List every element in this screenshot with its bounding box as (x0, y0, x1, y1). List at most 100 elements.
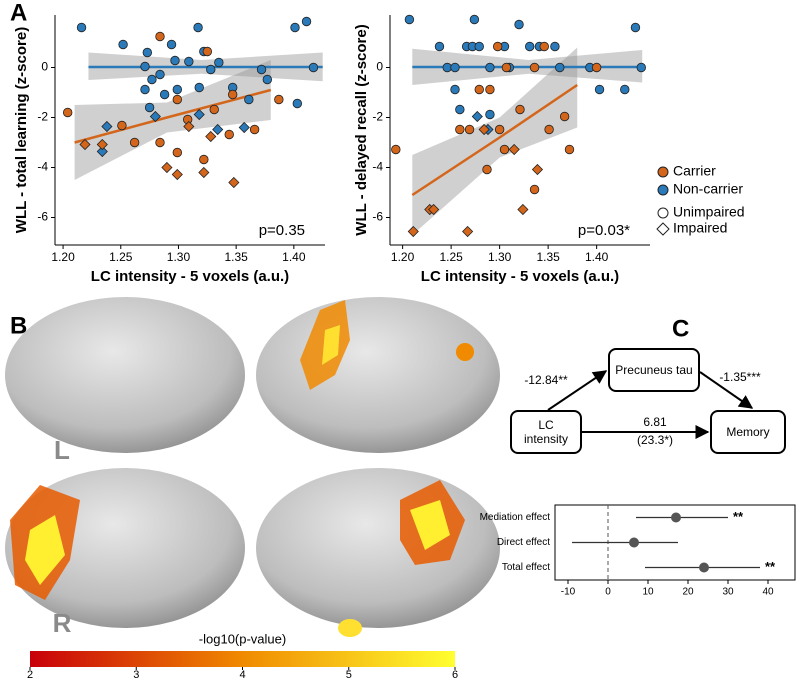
point (514, 19, 524, 30)
estimate-point (699, 562, 709, 573)
activation-blob (338, 619, 362, 637)
activation-blob (322, 325, 340, 365)
y-tick-label: -6 (37, 210, 48, 224)
x-tick-label: 40 (762, 587, 774, 598)
point (492, 41, 503, 52)
point (206, 64, 216, 75)
point (171, 168, 183, 181)
point (76, 22, 87, 33)
point (474, 84, 484, 95)
point (172, 84, 183, 95)
point (591, 62, 602, 73)
point (499, 144, 510, 155)
point (464, 124, 475, 135)
x-tick-label: 1.20 (51, 250, 75, 264)
point (155, 69, 165, 80)
point (494, 124, 505, 135)
point (205, 130, 217, 143)
point (290, 22, 300, 33)
point (482, 164, 492, 175)
point (485, 84, 495, 95)
point (193, 22, 203, 33)
x-tick-label: 1.40 (282, 250, 306, 264)
point (172, 147, 183, 158)
point (96, 145, 108, 158)
node: Precuneus tau (608, 348, 700, 392)
point (508, 143, 520, 156)
point (170, 55, 180, 66)
point (274, 94, 284, 105)
point (249, 124, 260, 135)
activation-blob (456, 343, 474, 361)
brain-images: L R (5, 297, 500, 638)
point (391, 144, 401, 155)
point (594, 84, 605, 95)
y-tick-label: -2 (37, 110, 48, 124)
legend-marker (657, 166, 669, 178)
point (262, 74, 273, 85)
point (550, 41, 560, 52)
point (227, 89, 238, 100)
colorbar-tick-label: 4 (239, 669, 245, 680)
colorbar-tick-label: 6 (452, 669, 458, 680)
plot-frame (554, 504, 796, 581)
hemisphere-label: L (54, 435, 70, 465)
point (455, 124, 465, 135)
annotation: p=0.03* (578, 222, 630, 239)
hemisphere-label: R (53, 608, 72, 638)
brain-surface (256, 468, 500, 628)
point (428, 203, 440, 216)
arrow (547, 370, 608, 411)
x-axis-label: LC intensity - 5 voxels (a.u.) (91, 268, 289, 285)
x-tick-label: 1.35 (536, 250, 560, 264)
point (529, 184, 540, 195)
point (469, 14, 480, 25)
legend-label: Carrier (673, 163, 716, 179)
colorbar-tick-label: 3 (133, 669, 139, 680)
point (515, 104, 525, 115)
y-tick-label: 0 (41, 60, 48, 74)
point (407, 225, 419, 238)
legend-label: Impaired (673, 220, 727, 236)
point (301, 16, 312, 27)
edge-label: -1.35*** (719, 370, 761, 384)
legend-marker (656, 222, 670, 236)
brain-surface (5, 297, 245, 453)
point (462, 225, 474, 238)
point (539, 41, 549, 52)
node: LC intensity (510, 410, 582, 454)
point (471, 110, 483, 123)
node: Memory (710, 410, 786, 454)
x-tick-label: -10 (561, 587, 576, 598)
point (478, 123, 490, 136)
point (308, 62, 319, 73)
point (214, 57, 224, 68)
y-tick-label: -2 (372, 110, 383, 124)
point (228, 176, 240, 189)
panel-label: B (10, 312, 27, 339)
point (140, 84, 150, 95)
activation-blob (410, 500, 450, 550)
y-tick-label: 0 (376, 60, 383, 74)
x-tick-label: 0 (605, 587, 611, 598)
significance: ** (733, 509, 744, 524)
point (184, 56, 194, 67)
point (559, 111, 570, 122)
brain-surface (256, 297, 500, 453)
legend-marker (657, 184, 669, 196)
category-label: Direct effect (497, 537, 550, 548)
point (529, 62, 540, 73)
x-tick-label: 1.25 (109, 250, 133, 264)
point (147, 74, 157, 85)
point (144, 102, 155, 113)
point (238, 121, 250, 134)
point (485, 109, 495, 120)
colorbar (30, 651, 455, 667)
estimate-point (629, 537, 639, 548)
point (525, 41, 535, 52)
point (101, 120, 113, 133)
point (198, 166, 210, 179)
point (194, 82, 204, 93)
